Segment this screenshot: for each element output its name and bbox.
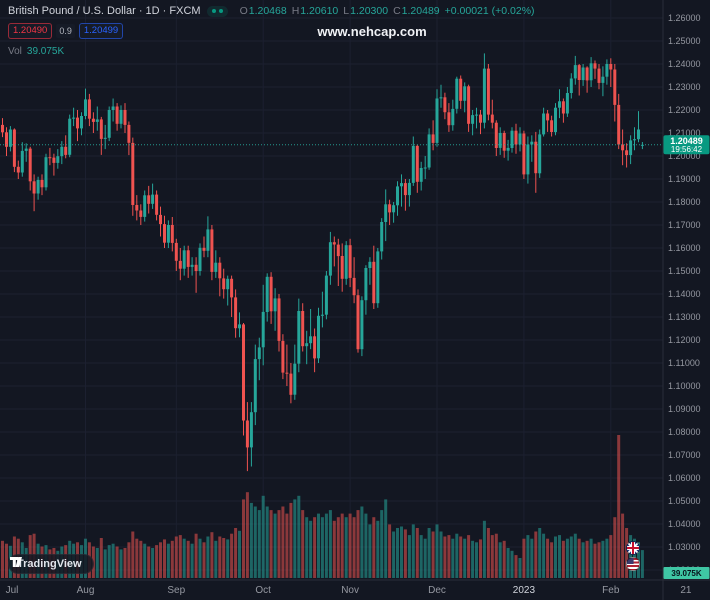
svg-text:Aug: Aug <box>77 585 95 596</box>
svg-text:1.15000: 1.15000 <box>668 266 701 276</box>
svg-text:Nov: Nov <box>341 585 359 596</box>
svg-text:1.20000: 1.20000 <box>668 151 701 161</box>
svg-text:1.19000: 1.19000 <box>668 174 701 184</box>
symbol-title[interactable]: British Pound / U.S. Dollar · 1D · FXCM <box>8 5 201 17</box>
svg-text:1.04000: 1.04000 <box>668 519 701 529</box>
market-status-indicator[interactable] <box>206 5 228 17</box>
svg-text:1.13000: 1.13000 <box>668 312 701 322</box>
ohlc-open-value: 1.20468 <box>248 5 287 17</box>
volume-label: Vol <box>8 46 22 57</box>
buy-price-badge[interactable]: 1.20499 <box>78 23 124 39</box>
svg-text:1.05000: 1.05000 <box>668 496 701 506</box>
usd-flag-icon <box>626 557 640 571</box>
svg-text:21: 21 <box>680 585 692 596</box>
svg-text:1.22000: 1.22000 <box>668 105 701 115</box>
time-axis[interactable]: Jul Aug Sep Oct Nov Dec 2023 Feb 21 <box>6 585 692 596</box>
svg-text:1.20489: 1.20489 <box>670 136 703 146</box>
svg-text:Oct: Oct <box>255 585 271 596</box>
tradingview-logo[interactable]: TradingView <box>8 554 94 574</box>
svg-text:1.07000: 1.07000 <box>668 450 701 460</box>
change-value: +0.00021 (+0.02%) <box>444 5 535 17</box>
svg-text:1.16000: 1.16000 <box>668 243 701 253</box>
candles <box>1 53 644 472</box>
price-axis[interactable]: 1.020001.030001.040001.050001.060001.070… <box>663 13 710 579</box>
svg-text:1.03000: 1.03000 <box>668 542 701 552</box>
svg-text:1.09000: 1.09000 <box>668 404 701 414</box>
svg-text:Feb: Feb <box>602 585 620 596</box>
tradingview-icon <box>10 557 22 567</box>
ohlc-close-label: C <box>393 5 401 17</box>
svg-text:39.075K: 39.075K <box>671 569 701 578</box>
chart-legend: British Pound / U.S. Dollar · 1D · FXCM … <box>8 5 535 57</box>
svg-text:1.06000: 1.06000 <box>668 473 701 483</box>
svg-text:Jul: Jul <box>6 585 19 596</box>
spread-value: 0.9 <box>56 24 75 38</box>
svg-text:Sep: Sep <box>167 585 185 596</box>
volume-value: 39.075K <box>26 46 65 57</box>
svg-text:1.25000: 1.25000 <box>668 36 701 46</box>
grid <box>0 0 663 580</box>
svg-text:1.21000: 1.21000 <box>668 128 701 138</box>
sell-price-badge[interactable]: 1.20490 <box>8 23 53 39</box>
status-dot-icon <box>211 9 216 13</box>
svg-text:1.18000: 1.18000 <box>668 197 701 207</box>
svg-text:1.17000: 1.17000 <box>668 220 701 230</box>
volume-bars <box>1 435 644 579</box>
svg-text:19:56:42: 19:56:42 <box>671 145 703 154</box>
ohlc-low-label: L <box>343 5 350 17</box>
svg-text:1.14000: 1.14000 <box>668 289 701 299</box>
watermark: www.nehcap.com <box>316 24 426 39</box>
ohlc-close-value: 1.20489 <box>401 5 440 17</box>
ohlc-high-label: H <box>291 5 300 17</box>
tradingview-logo-text: TradingView <box>17 558 82 570</box>
svg-text:1.11000: 1.11000 <box>668 358 700 368</box>
svg-text:1.23000: 1.23000 <box>668 82 701 92</box>
svg-text:2023: 2023 <box>513 585 536 596</box>
svg-text:1.24000: 1.24000 <box>668 59 701 69</box>
ohlc-low-value: 1.20300 <box>350 5 389 17</box>
svg-text:1.10000: 1.10000 <box>668 381 701 391</box>
ohlc-open-label: O <box>239 5 248 17</box>
svg-text:1.26000: 1.26000 <box>668 13 701 23</box>
svg-text:1.08000: 1.08000 <box>668 427 701 437</box>
svg-text:1.12000: 1.12000 <box>668 335 701 345</box>
status-dot-icon <box>218 9 223 13</box>
ohlc-high-value: 1.20610 <box>300 5 339 17</box>
svg-text:Dec: Dec <box>428 585 446 596</box>
ohlc-values: O 1.20468 H 1.20610 L 1.20300 C 1.20489 +0.0… <box>240 5 535 17</box>
gbp-flag-icon <box>626 541 640 555</box>
